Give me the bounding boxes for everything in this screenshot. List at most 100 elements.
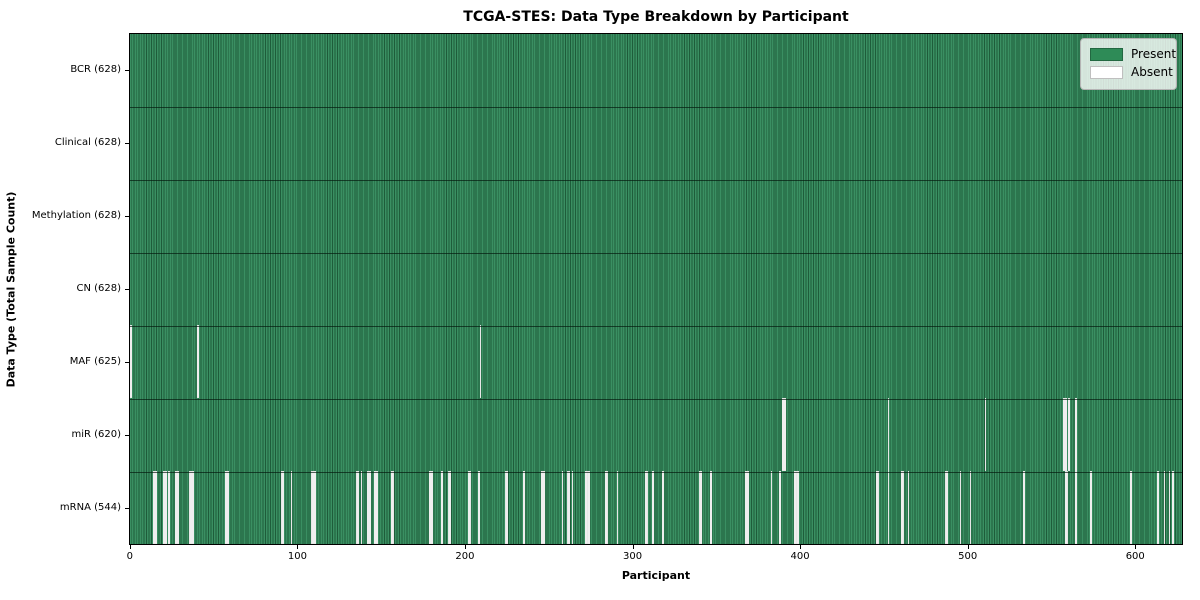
absent-stripe bbox=[646, 471, 649, 545]
absent-stripe bbox=[467, 471, 470, 545]
legend-entry-absent: Absent bbox=[1090, 65, 1173, 80]
row-Clinical bbox=[130, 106, 1182, 180]
row-divider bbox=[130, 326, 1182, 328]
row-Methylation bbox=[130, 179, 1182, 253]
legend-swatch-absent bbox=[1090, 66, 1123, 79]
absent-stripe bbox=[355, 471, 358, 545]
absent-stripe bbox=[606, 471, 609, 545]
row-mRNA bbox=[130, 471, 1182, 545]
row-miR bbox=[130, 398, 1182, 472]
absent-stripe bbox=[561, 471, 564, 545]
absent-stripe bbox=[449, 471, 452, 545]
absent-stripe bbox=[877, 471, 880, 545]
absent-stripe bbox=[227, 471, 229, 545]
ytick-mark bbox=[125, 215, 129, 217]
absent-stripe bbox=[698, 471, 701, 545]
absent-stripe bbox=[163, 471, 166, 545]
absent-stripe bbox=[984, 398, 987, 472]
absent-stripe bbox=[1168, 471, 1171, 545]
xtick-label-200: 200 bbox=[455, 551, 475, 562]
absent-stripe bbox=[280, 471, 283, 545]
absent-stripe bbox=[153, 471, 156, 545]
absent-stripe bbox=[778, 471, 781, 545]
xtick-mark bbox=[464, 545, 466, 549]
absent-stripe bbox=[604, 471, 607, 545]
ytick-label-BCR: BCR (628) bbox=[70, 63, 121, 75]
absent-stripe bbox=[783, 398, 786, 472]
row-divider bbox=[130, 106, 1182, 108]
absent-stripe bbox=[155, 471, 157, 545]
xtick-mark bbox=[1135, 545, 1137, 549]
absent-stripe bbox=[541, 471, 544, 545]
absent-stripe bbox=[1171, 471, 1174, 545]
absent-stripe bbox=[588, 471, 590, 545]
absent-stripe bbox=[1066, 471, 1069, 545]
absent-stripe bbox=[645, 471, 647, 545]
absent-stripe bbox=[661, 471, 664, 545]
ytick-label-miR: miR (620) bbox=[71, 429, 121, 441]
absent-stripe bbox=[360, 471, 363, 545]
legend-label: Present bbox=[1131, 47, 1177, 61]
row-CN bbox=[130, 252, 1182, 326]
xtick-label-300: 300 bbox=[622, 551, 643, 562]
absent-stripe bbox=[441, 471, 443, 545]
ytick-label-CN: CN (628) bbox=[76, 283, 121, 294]
absent-stripe bbox=[225, 471, 228, 545]
absent-stripe bbox=[1023, 471, 1025, 545]
legend-swatch-present bbox=[1090, 48, 1123, 61]
ytick-mark bbox=[125, 362, 129, 364]
absent-stripe bbox=[168, 471, 171, 545]
absent-stripe bbox=[1163, 471, 1166, 545]
absent-stripe bbox=[310, 471, 313, 545]
xtick-label-600: 600 bbox=[1125, 551, 1145, 562]
ytick-mark bbox=[125, 508, 129, 510]
ytick-label-Methylation: Methylation (628) bbox=[31, 209, 121, 221]
row-MAF bbox=[130, 325, 1182, 399]
xtick-label-400: 400 bbox=[790, 551, 810, 562]
absent-stripe bbox=[959, 471, 962, 545]
absent-stripe bbox=[176, 471, 179, 545]
absent-stripe bbox=[651, 471, 654, 545]
absent-stripe bbox=[887, 398, 890, 472]
absent-stripe bbox=[1068, 398, 1070, 472]
absent-stripe bbox=[543, 471, 545, 545]
absent-stripe bbox=[447, 471, 450, 545]
absent-stripe bbox=[797, 471, 799, 545]
absent-stripe bbox=[586, 471, 589, 545]
absent-stripe bbox=[390, 471, 393, 545]
xtick-label-100: 100 bbox=[287, 551, 307, 562]
row-divider bbox=[130, 399, 1182, 401]
absent-stripe bbox=[429, 471, 432, 545]
xtick-mark bbox=[129, 545, 131, 549]
legend: Present Absent bbox=[1080, 38, 1177, 90]
absent-stripe bbox=[875, 471, 878, 545]
absent-stripe bbox=[504, 471, 507, 545]
absent-stripe bbox=[1074, 471, 1077, 545]
absent-stripe bbox=[190, 471, 192, 545]
absent-stripe bbox=[290, 471, 293, 545]
chart-title: TCGA-STES: Data Type Breakdown by Partic… bbox=[463, 9, 849, 25]
x-axis-label: Participant bbox=[621, 569, 691, 582]
absent-stripe bbox=[969, 471, 972, 545]
row-BCR bbox=[130, 34, 1182, 107]
absent-stripe bbox=[1074, 398, 1077, 472]
absent-stripe bbox=[1063, 398, 1065, 472]
absent-stripe bbox=[367, 471, 370, 545]
xtick-label-500: 500 bbox=[958, 551, 978, 562]
ytick-mark bbox=[125, 289, 129, 290]
row-divider bbox=[130, 179, 1182, 181]
absent-stripe bbox=[313, 471, 316, 545]
absent-stripe bbox=[1090, 471, 1092, 545]
absent-stripe bbox=[1130, 471, 1132, 545]
ytick-label-mRNA: mRNA (544) bbox=[59, 502, 121, 514]
absent-stripe bbox=[770, 471, 773, 545]
xtick-mark bbox=[297, 545, 299, 549]
absent-stripe bbox=[1064, 471, 1067, 545]
absent-stripe bbox=[566, 471, 569, 545]
xtick-label-0: 0 bbox=[126, 551, 134, 562]
xtick-mark bbox=[967, 545, 969, 549]
absent-stripe bbox=[130, 325, 132, 399]
absent-stripe bbox=[568, 471, 570, 545]
absent-stripe bbox=[782, 398, 784, 472]
